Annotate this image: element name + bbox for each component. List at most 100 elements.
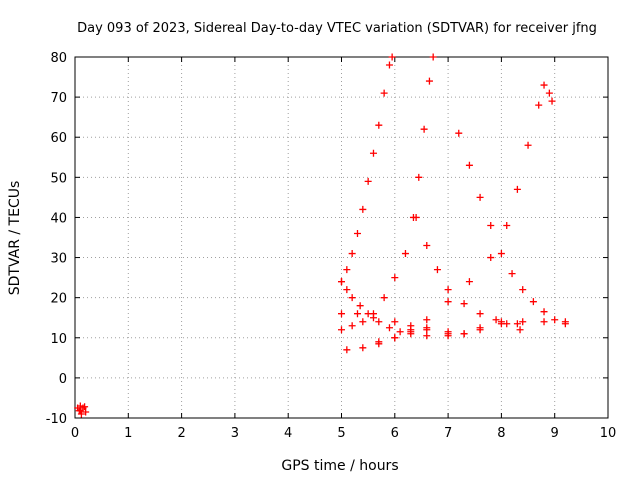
data-point <box>353 310 361 318</box>
data-point <box>401 250 409 258</box>
data-point <box>81 403 89 411</box>
data-point <box>338 326 345 334</box>
data-marks <box>74 53 569 418</box>
series-rising-track-a <box>338 53 396 286</box>
y-tick-label: -10 <box>46 412 67 427</box>
data-point <box>375 318 383 326</box>
data-point <box>82 408 90 416</box>
data-point <box>476 310 484 318</box>
data-point <box>425 77 433 85</box>
data-point <box>423 316 431 324</box>
data-point <box>503 221 511 229</box>
x-tick-label: 3 <box>231 426 239 441</box>
x-tick-label: 4 <box>284 426 292 441</box>
y-tick-label: 50 <box>50 171 67 186</box>
data-point <box>348 294 356 302</box>
data-point <box>513 320 521 328</box>
series-falling-track-a <box>338 278 452 340</box>
data-point <box>513 185 521 193</box>
data-point <box>412 213 420 221</box>
data-point <box>476 326 484 334</box>
data-point <box>338 310 345 318</box>
data-point <box>548 97 556 105</box>
data-point <box>348 322 356 330</box>
y-axis: -10 0 10 20 30 40 50 60 70 80 <box>46 51 608 427</box>
series-low-track <box>375 318 521 346</box>
data-point <box>540 81 548 89</box>
x-tick-label: 7 <box>444 426 452 441</box>
data-point <box>433 266 441 274</box>
data-point <box>487 254 495 262</box>
data-point <box>385 61 393 69</box>
data-point <box>415 173 423 181</box>
y-tick-label: 20 <box>50 292 67 307</box>
data-point <box>497 318 505 326</box>
x-tick-label: 1 <box>124 426 132 441</box>
data-point <box>375 338 383 346</box>
data-point <box>391 318 399 326</box>
data-point <box>540 318 548 326</box>
data-point <box>545 89 553 97</box>
series-cluster-near-zero <box>74 402 90 418</box>
data-point <box>76 402 84 410</box>
data-point <box>364 177 372 185</box>
data-point <box>338 278 345 286</box>
data-point <box>460 300 468 308</box>
data-point <box>503 320 511 328</box>
data-point <box>444 298 452 306</box>
data-point <box>369 149 377 157</box>
data-point <box>561 320 569 328</box>
grid <box>75 57 608 418</box>
data-point <box>492 316 500 324</box>
data-point <box>465 161 473 169</box>
data-point <box>348 250 356 258</box>
data-point <box>519 318 527 326</box>
data-point <box>455 129 463 137</box>
y-tick-label: 70 <box>50 91 67 106</box>
y-tick-label: 30 <box>50 252 67 267</box>
y-tick-label: 10 <box>50 332 67 347</box>
data-point <box>375 121 383 129</box>
data-point <box>369 314 377 322</box>
data-point <box>519 286 527 294</box>
data-point <box>343 286 351 294</box>
x-tick-label: 8 <box>497 426 505 441</box>
x-tick-label: 9 <box>551 426 559 441</box>
data-point <box>487 221 495 229</box>
data-point <box>508 270 516 278</box>
data-point <box>423 332 431 340</box>
data-point <box>423 324 431 332</box>
y-tick-label: 60 <box>50 131 67 146</box>
data-point <box>343 266 351 274</box>
data-point <box>551 316 559 324</box>
data-point <box>353 229 361 237</box>
x-tick-label: 10 <box>600 426 617 441</box>
data-point <box>75 407 83 415</box>
data-point <box>380 294 388 302</box>
data-point <box>444 328 452 336</box>
data-point <box>385 324 393 332</box>
data-point <box>516 326 524 334</box>
data-point <box>396 328 404 336</box>
data-point <box>359 344 367 352</box>
data-point <box>343 346 351 354</box>
data-point <box>529 298 537 306</box>
y-axis-label: SDTVAR / TECUs <box>7 181 23 296</box>
data-point <box>380 89 388 97</box>
x-axis-label: GPS time / hours <box>281 458 398 474</box>
chart-title: Day 093 of 2023, Sidereal Day-to-day VTE… <box>77 21 597 36</box>
data-point <box>391 274 399 282</box>
data-point <box>420 125 428 133</box>
y-tick-label: 0 <box>59 372 67 387</box>
y-tick-label: 80 <box>50 51 67 66</box>
data-point <box>460 330 468 338</box>
data-point <box>388 53 396 61</box>
x-tick-label: 5 <box>337 426 345 441</box>
x-tick-label: 6 <box>391 426 399 441</box>
data-point <box>524 141 532 149</box>
data-point <box>535 101 543 109</box>
data-point <box>444 286 452 294</box>
data-point <box>497 250 505 258</box>
y-tick-label: 40 <box>50 211 67 226</box>
